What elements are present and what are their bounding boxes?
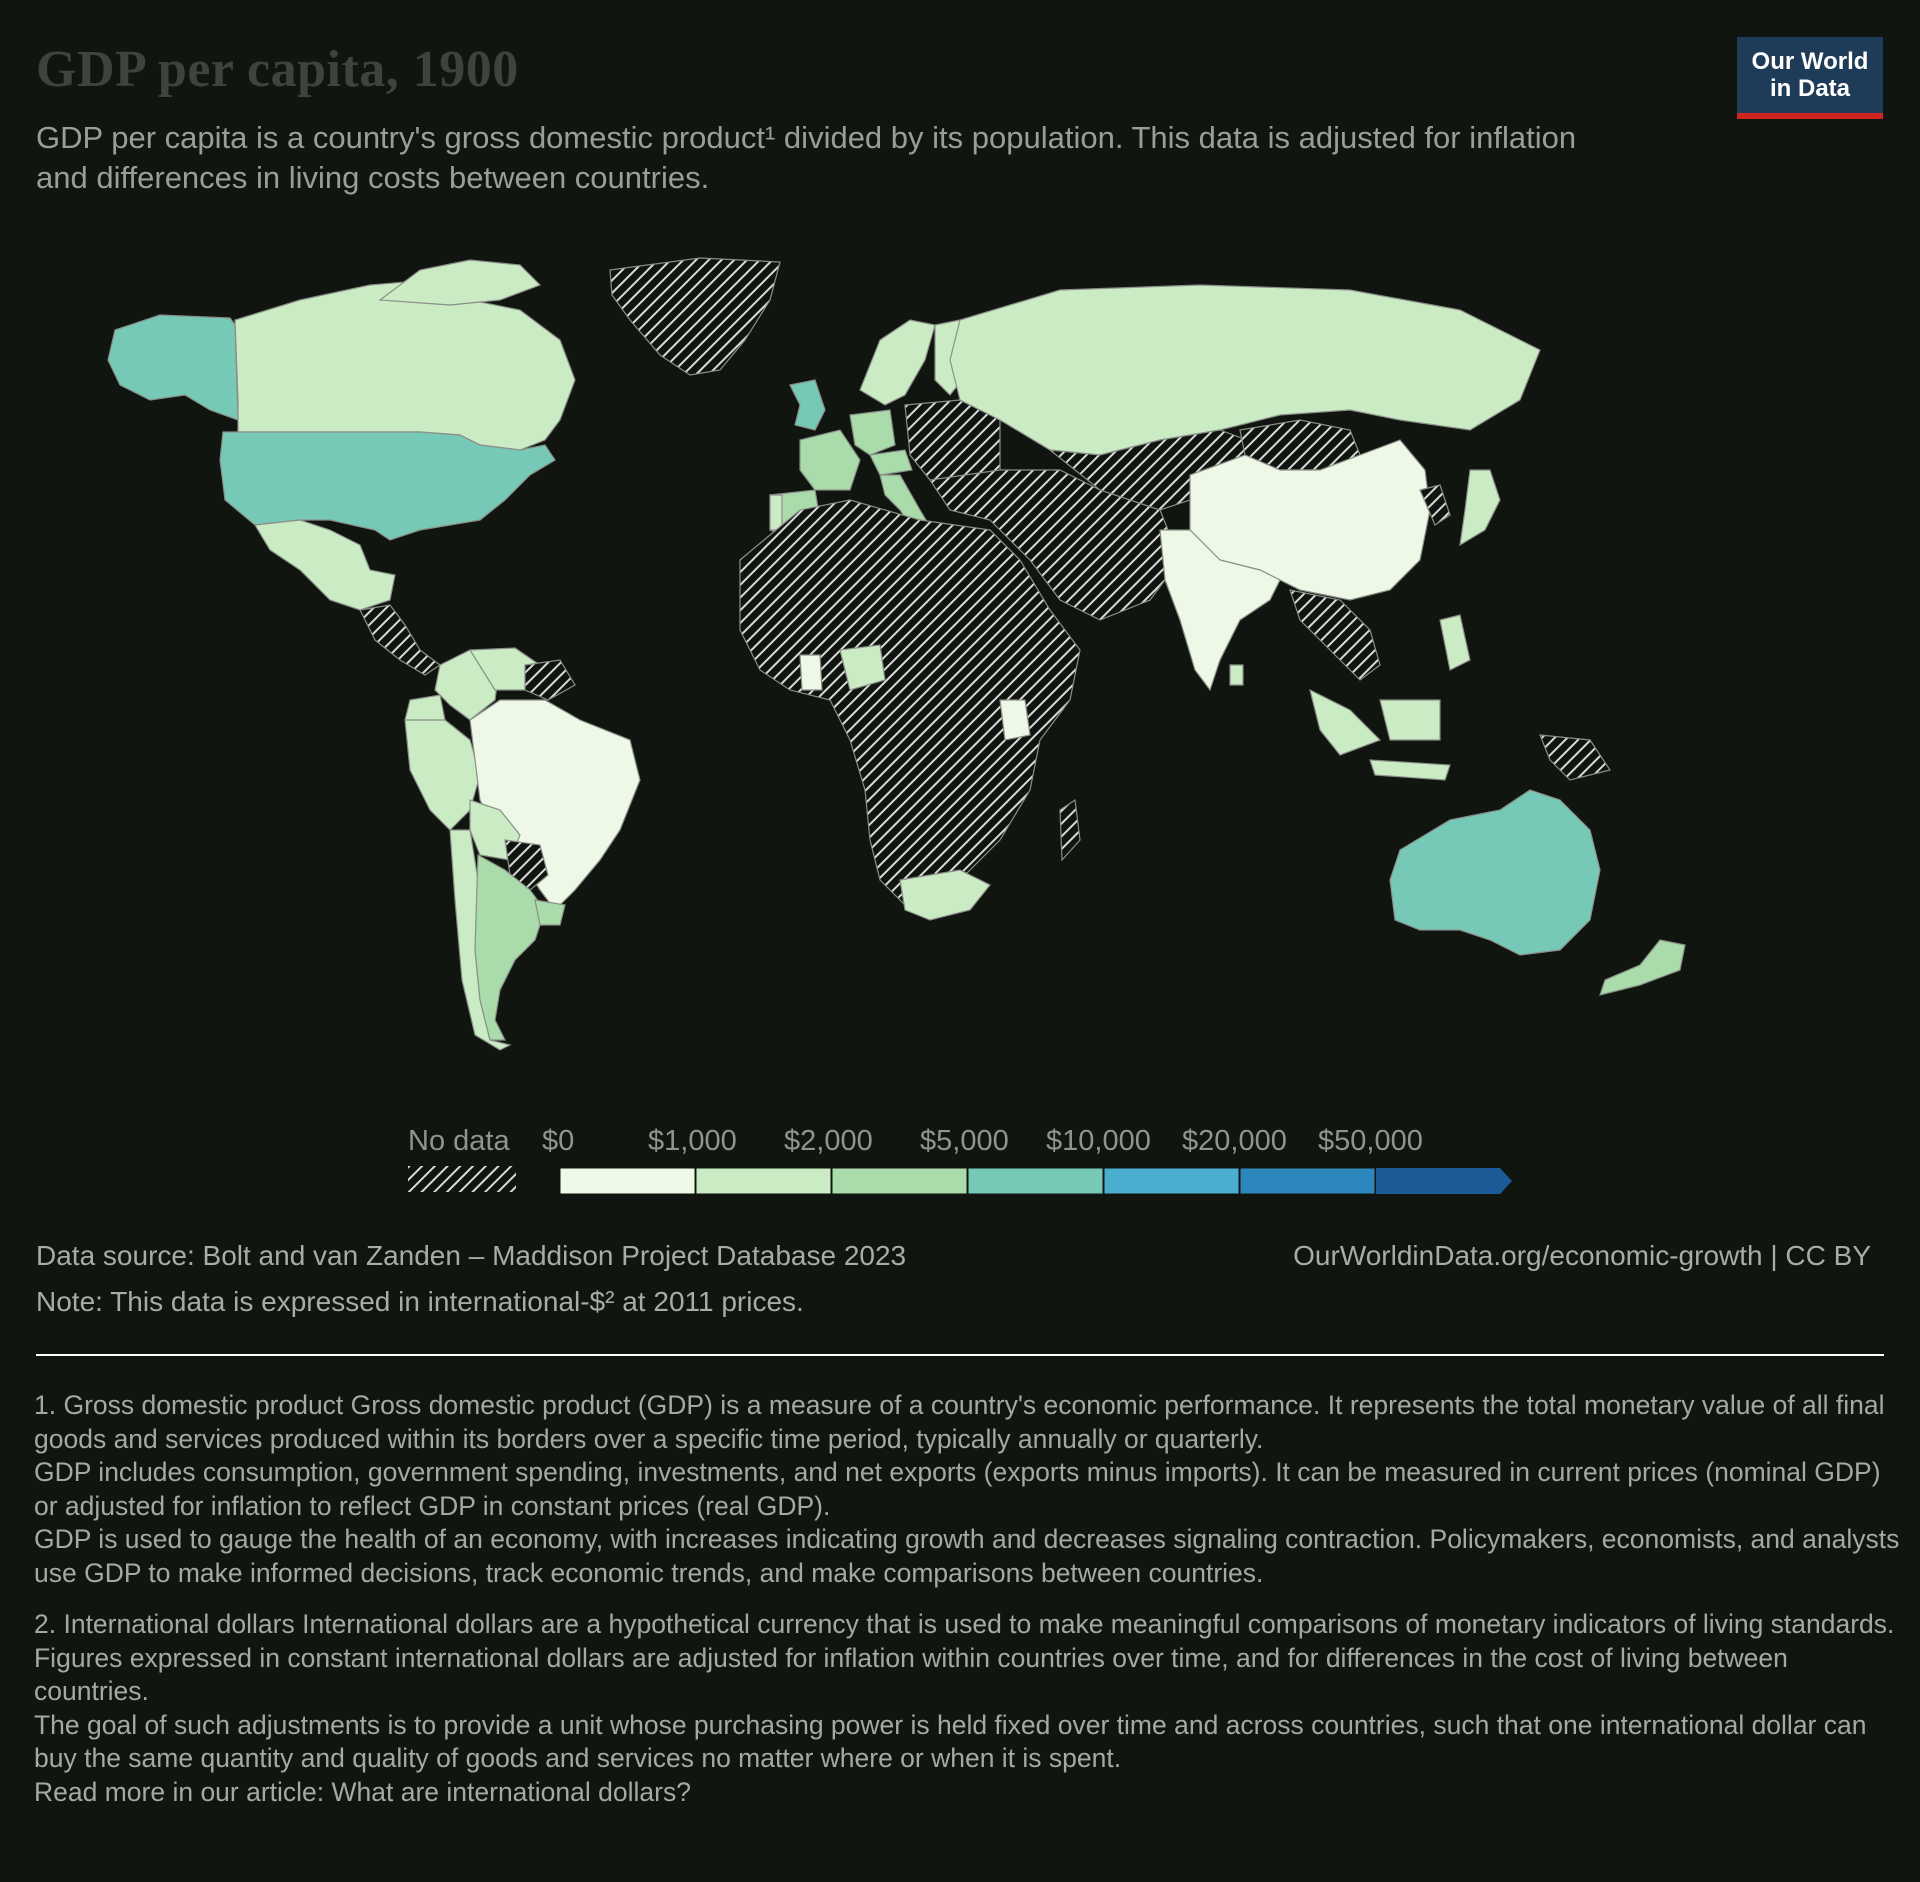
country-greenland[interactable] xyxy=(609,257,781,376)
logo-line-1: Our World xyxy=(1751,48,1869,75)
footnote-2-para: 2. International dollars International d… xyxy=(34,1609,1895,1639)
country-scandinavia[interactable] xyxy=(859,319,936,406)
country-russia[interactable] xyxy=(949,284,1541,456)
country-germany[interactable] xyxy=(849,409,896,456)
country-korea[interactable] xyxy=(1419,484,1451,526)
country-madagascar[interactable] xyxy=(1059,798,1081,862)
country-canada[interactable] xyxy=(234,279,576,451)
legend-bin-3 xyxy=(967,1168,1104,1195)
footnote-2-para: Figures expressed in constant internatio… xyxy=(34,1642,1788,1707)
legend-color-bar xyxy=(560,1168,1512,1195)
country-papua-new-guinea[interactable] xyxy=(1539,734,1611,781)
country-austria[interactable] xyxy=(869,449,913,476)
country-argentina[interactable] xyxy=(474,853,546,1041)
legend-bin-4 xyxy=(1103,1168,1240,1195)
legend-nodata-swatch xyxy=(408,1166,516,1192)
data-source: Data source: Bolt and van Zanden – Maddi… xyxy=(36,1240,907,1271)
legend-tick-3: $5,000 xyxy=(920,1125,1009,1157)
owid-logo[interactable]: Our World in Data xyxy=(1737,37,1883,119)
country-new-zealand[interactable] xyxy=(1599,939,1686,996)
country-middle-east[interactable] xyxy=(928,469,1181,621)
country-sri-lanka[interactable] xyxy=(1229,664,1244,686)
country-central-america[interactable] xyxy=(359,604,442,676)
source-url[interactable]: OurWorldinData.org/economic-growth | CC … xyxy=(1293,1240,1871,1271)
legend-bin-6 xyxy=(1376,1168,1512,1194)
country-australia[interactable] xyxy=(1389,789,1601,956)
footnote-1: 1. Gross domestic product Gross domestic… xyxy=(34,1389,1904,1590)
footnote-1-para: GDP includes consumption, government spe… xyxy=(34,1457,1881,1521)
legend-tick-2: $2,000 xyxy=(784,1125,873,1157)
divider xyxy=(36,1354,1884,1356)
country-canada[interactable] xyxy=(378,259,542,306)
legend-tick-5: $20,000 xyxy=(1182,1125,1287,1157)
footnote-1-para: GDP is used to gauge the health of an ec… xyxy=(34,1524,1900,1588)
country-portugal[interactable] xyxy=(769,494,783,531)
country-southeast-asia-mainland-[interactable] xyxy=(1289,589,1381,681)
country-indonesia[interactable] xyxy=(1309,688,1451,781)
country-united-kingdom[interactable] xyxy=(789,379,826,431)
country-france[interactable] xyxy=(799,429,861,491)
country-africa-most-[interactable] xyxy=(739,499,1081,911)
country-chile[interactable] xyxy=(449,829,512,1051)
country-peru[interactable] xyxy=(404,719,481,831)
country-paraguay[interactable] xyxy=(504,839,549,891)
country-alaska[interactable] xyxy=(107,314,239,421)
country-kenya[interactable] xyxy=(999,699,1031,741)
country-mexico[interactable] xyxy=(254,519,396,611)
footnote-2: 2. International dollars International d… xyxy=(34,1608,1904,1809)
country-nigeria[interactable] xyxy=(839,644,886,691)
country-ghana[interactable] xyxy=(799,654,823,691)
legend-bin-0 xyxy=(560,1168,696,1195)
country-philippines[interactable] xyxy=(1439,614,1471,671)
legend-bin-1 xyxy=(695,1168,832,1195)
footnote-2-para: The goal of such adjustments is to provi… xyxy=(34,1709,1867,1774)
legend-bin-5 xyxy=(1239,1168,1376,1195)
legend-tick-4: $10,000 xyxy=(1046,1125,1151,1157)
country-japan[interactable] xyxy=(1459,469,1501,547)
data-note: Note: This data is expressed in internat… xyxy=(36,1286,804,1317)
footnote-2-link[interactable]: Read more in our article: What are inter… xyxy=(34,1776,691,1807)
legend-bin-2 xyxy=(831,1168,968,1195)
country-uruguay[interactable] xyxy=(534,899,566,926)
world-map[interactable] xyxy=(0,240,1920,1070)
country-south-africa[interactable] xyxy=(899,869,991,921)
legend-tick-0: $0 xyxy=(542,1125,575,1157)
country-india[interactable] xyxy=(1159,529,1281,692)
footnotes: 1. Gross domestic product Gross domestic… xyxy=(34,1389,1904,1809)
footnote-1-para: 1. Gross domestic product Gross domestic… xyxy=(34,1390,1885,1454)
legend-tick-6: $50,000 xyxy=(1318,1125,1423,1157)
logo-line-2: in Data xyxy=(1769,75,1850,102)
chart-title: GDP per capita, 1900 xyxy=(36,41,519,98)
chart-subtitle: GDP per capita is a country's gross dome… xyxy=(36,120,1577,195)
legend-tick-1: $1,000 xyxy=(648,1125,737,1157)
legend-nodata-label: No data xyxy=(408,1125,510,1157)
country-guianas[interactable] xyxy=(524,659,576,701)
